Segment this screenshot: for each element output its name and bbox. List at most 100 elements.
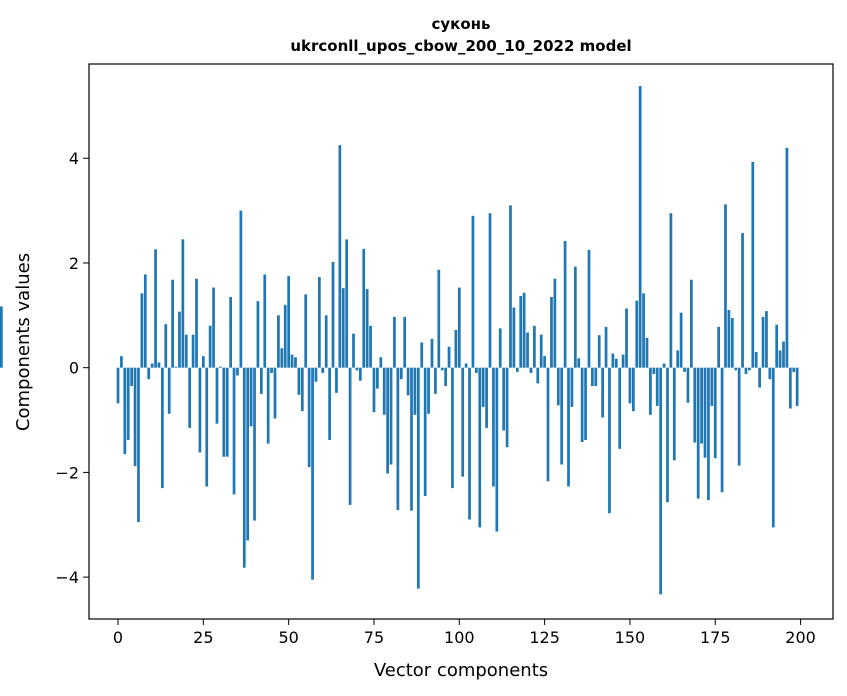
bar	[666, 367, 669, 503]
bar	[143, 274, 147, 368]
bar	[321, 367, 325, 373]
bar	[365, 289, 369, 368]
bar	[690, 279, 693, 368]
bar	[423, 367, 427, 496]
bar	[751, 161, 755, 368]
x-tick-label: 50	[278, 628, 298, 647]
x-tick-label: 200	[785, 628, 816, 647]
bar	[341, 288, 345, 368]
bar	[724, 204, 727, 368]
bar	[188, 367, 192, 428]
bar	[147, 367, 151, 380]
bar	[758, 367, 761, 388]
bar	[454, 329, 458, 368]
y-tick-label: 2	[69, 254, 79, 273]
bar	[335, 367, 338, 393]
bar	[277, 315, 280, 368]
bar	[314, 367, 318, 382]
bar	[229, 297, 232, 368]
bar	[649, 367, 652, 415]
bar	[256, 301, 260, 368]
bar	[693, 367, 697, 443]
bar	[232, 367, 236, 495]
bar	[219, 366, 222, 368]
x-tick-label: 100	[444, 628, 475, 647]
bar	[263, 274, 267, 368]
bar	[563, 240, 567, 368]
bar	[587, 249, 591, 368]
x-tick-label: 75	[364, 628, 384, 647]
bar	[601, 367, 604, 418]
bar	[614, 358, 618, 368]
bar	[567, 367, 570, 487]
bar	[174, 366, 178, 368]
bar	[580, 367, 584, 443]
bar	[120, 356, 123, 368]
bar	[150, 363, 154, 368]
bar	[242, 367, 246, 568]
bar	[195, 278, 198, 368]
bar	[266, 367, 270, 444]
bar	[198, 367, 202, 453]
bar	[184, 334, 188, 368]
bar	[485, 367, 488, 428]
bar	[171, 279, 174, 368]
bar	[324, 315, 328, 368]
bar	[249, 367, 253, 427]
bar	[625, 308, 628, 368]
bar	[287, 276, 291, 368]
bar	[328, 367, 331, 440]
bar	[273, 367, 277, 419]
bar	[533, 325, 536, 368]
bar	[304, 294, 308, 368]
bar	[696, 367, 700, 499]
bar	[550, 297, 553, 368]
bar	[618, 367, 622, 449]
bar	[741, 233, 744, 368]
bar	[215, 367, 219, 424]
bar	[280, 348, 284, 368]
bar	[638, 85, 642, 368]
bar	[522, 292, 526, 368]
bar	[205, 367, 209, 487]
bar	[348, 367, 352, 505]
bar	[236, 367, 239, 376]
bar	[358, 367, 362, 381]
bar	[161, 367, 164, 489]
bar	[137, 367, 140, 523]
bar	[526, 332, 529, 368]
bar	[451, 367, 454, 489]
bar	[253, 367, 256, 521]
bar	[481, 367, 485, 407]
bar	[246, 367, 250, 541]
bar	[201, 356, 205, 368]
bar	[645, 337, 649, 368]
y-axis-label: Components values	[13, 253, 34, 431]
bar	[355, 367, 359, 371]
bar	[369, 325, 372, 368]
bar	[471, 215, 475, 368]
bar	[345, 239, 349, 368]
bar	[546, 367, 550, 482]
bar	[154, 249, 157, 368]
bar	[389, 367, 393, 465]
bar	[782, 341, 785, 368]
bar	[457, 287, 461, 368]
y-tick-label: −4	[55, 568, 79, 587]
bar	[331, 261, 335, 368]
bar	[635, 300, 639, 368]
bar	[126, 367, 130, 440]
bar	[577, 358, 581, 368]
x-axis-label: Vector components	[374, 660, 548, 681]
bar	[560, 367, 564, 465]
bar	[338, 145, 342, 368]
bar	[474, 367, 478, 373]
bar	[679, 312, 683, 368]
chart-title-line2: ukrconll_upos_cbow_200_10_2022 model	[290, 37, 631, 55]
plot-frame	[88, 63, 834, 620]
bar	[478, 367, 482, 528]
bar	[191, 334, 195, 368]
bar	[444, 367, 448, 387]
bar	[0, 306, 3, 368]
bar	[123, 367, 127, 455]
